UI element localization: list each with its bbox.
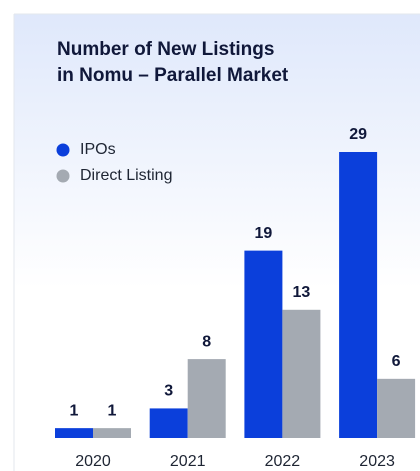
x-tick-label: 2020 <box>75 453 111 470</box>
value-label: 19 <box>255 225 273 242</box>
x-tick-label: 2022 <box>265 453 301 470</box>
value-label: 8 <box>202 333 211 350</box>
bar <box>339 152 378 438</box>
bar <box>149 408 188 438</box>
bar <box>244 250 283 438</box>
bar <box>93 428 131 438</box>
value-label: 1 <box>108 402 117 419</box>
value-label: 13 <box>293 284 311 301</box>
chart-title: in Nomu – Parallel Market <box>57 65 289 86</box>
legend-marker <box>56 169 70 183</box>
legend-marker <box>56 143 70 157</box>
chart-title: Number of New Listings <box>57 39 274 60</box>
x-tick-label: 2023 <box>359 453 395 470</box>
value-label: 3 <box>164 383 173 400</box>
bar <box>377 378 416 438</box>
value-label: 6 <box>392 353 401 370</box>
legend-label: IPOs <box>80 141 116 158</box>
value-label: 1 <box>70 402 79 419</box>
bar <box>282 309 321 438</box>
bar <box>55 428 93 438</box>
x-tick-label: 2021 <box>170 453 206 470</box>
bar <box>187 359 226 438</box>
legend-label: Direct Listing <box>80 167 172 184</box>
value-label: 29 <box>349 126 367 143</box>
